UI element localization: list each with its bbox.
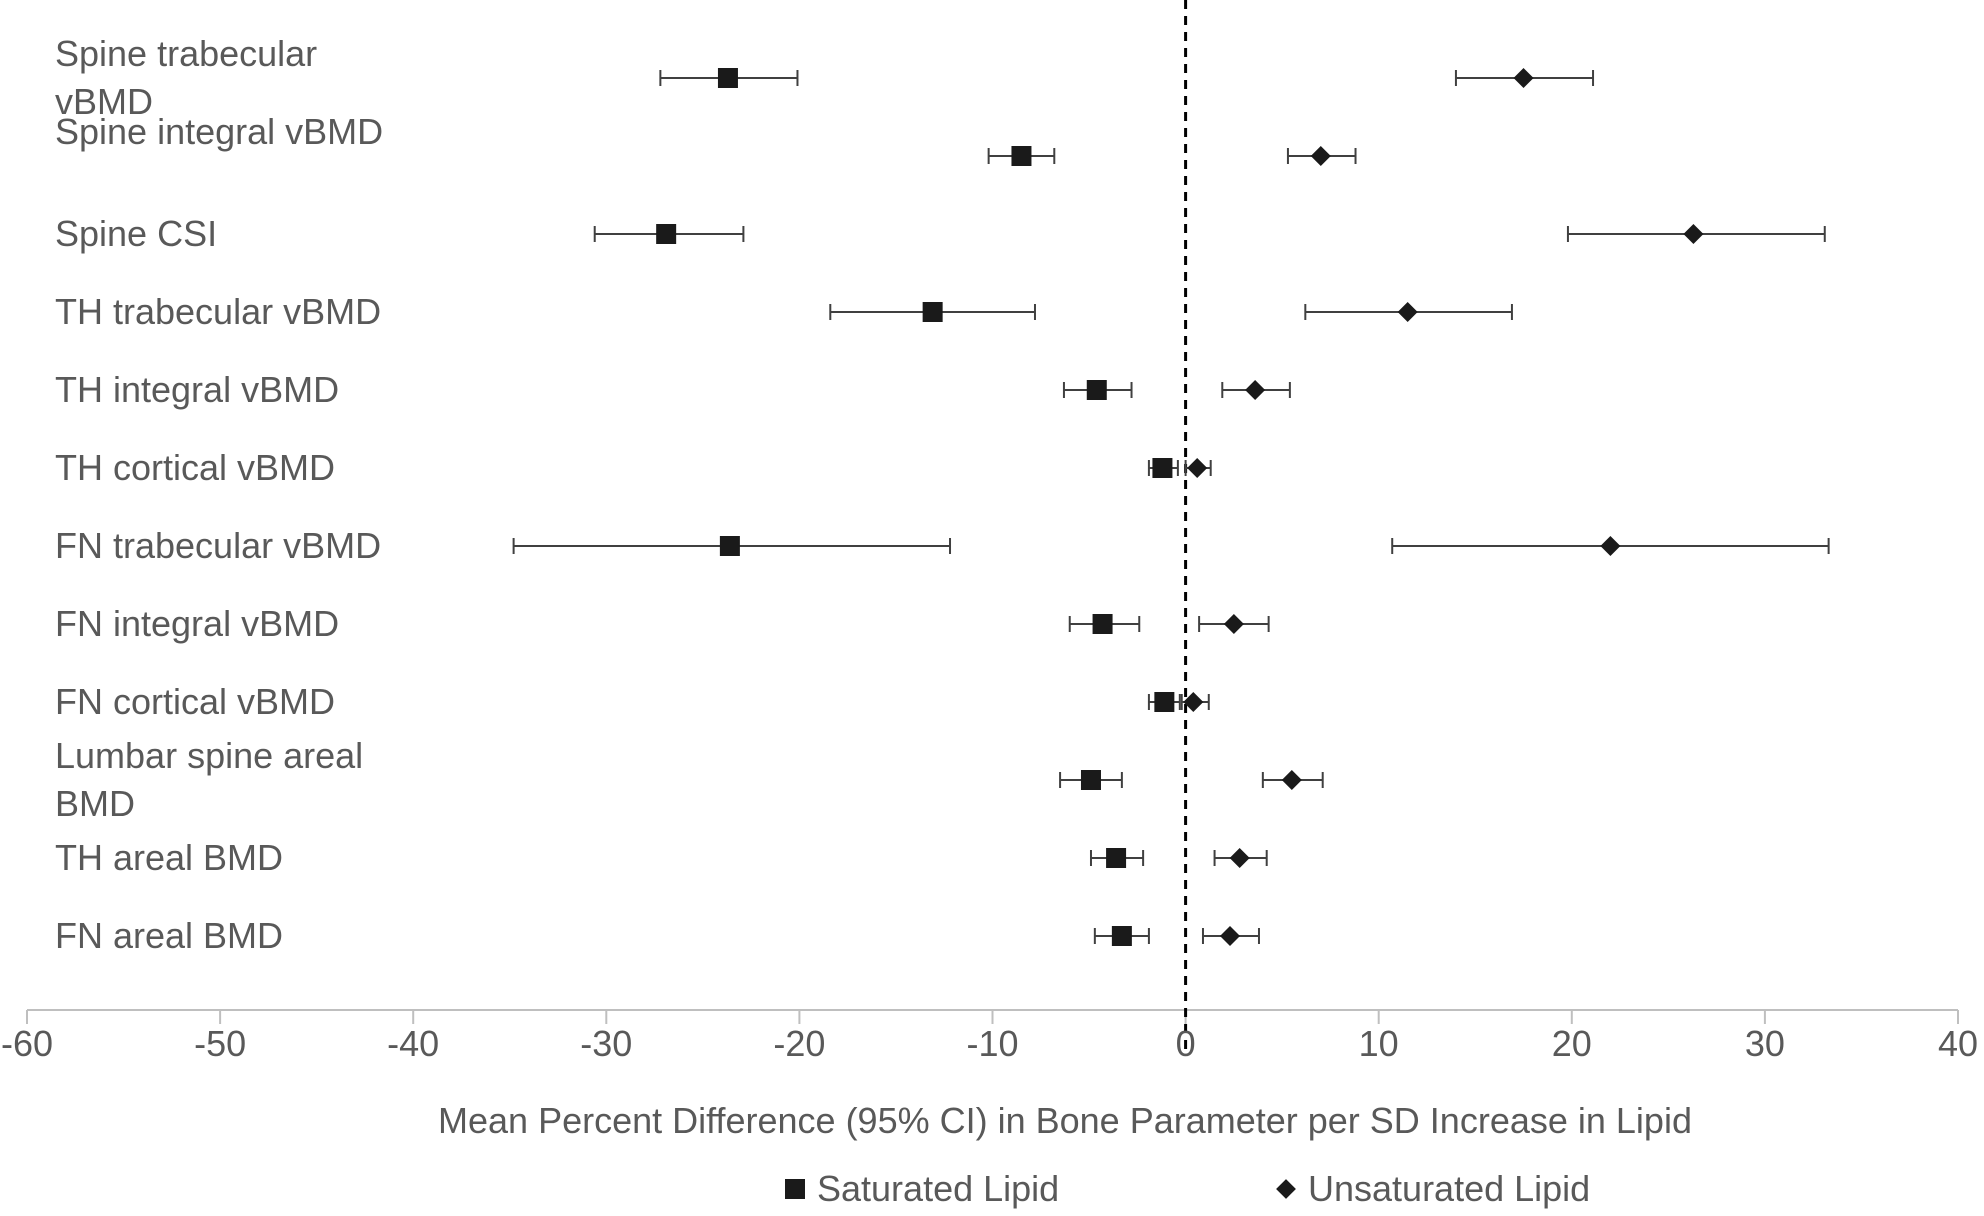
category-label: Lumbar spine areal BMD [55,735,364,824]
point-unsaturated [1281,770,1302,790]
point-saturated [1080,770,1101,790]
category-label: TH areal BMD [55,837,284,878]
x-tick-label: -20 [773,1023,826,1064]
category-label: Spine integral vBMD [55,111,384,152]
point-saturated [717,68,738,88]
x-tick-label: -30 [580,1023,633,1064]
point-saturated [656,224,677,244]
category-label: TH integral vBMD [55,369,340,410]
point-saturated [1111,926,1132,946]
category-label: FN areal BMD [55,915,284,956]
x-tick-label: -40 [387,1023,440,1064]
point-saturated [1092,614,1113,634]
legend-item-unsaturated: Unsaturated Lipid [1276,1168,1590,1210]
x-axis-title: Mean Percent Difference (95% CI) in Bone… [438,1100,1692,1141]
point-unsaturated [1220,926,1241,946]
point-saturated [1106,848,1127,868]
point-unsaturated [1513,68,1534,88]
category-label: TH cortical vBMD [55,447,336,488]
category-label: FN integral vBMD [55,603,340,644]
legend-item-saturated: Saturated Lipid [785,1168,1059,1210]
point-unsaturated [1223,614,1244,634]
point-unsaturated [1187,458,1208,478]
category-label: FN trabecular vBMD [55,525,382,566]
point-saturated [1154,692,1175,712]
x-tick-label: -50 [194,1023,247,1064]
category-label: Spine CSI [55,213,218,254]
point-saturated [1152,458,1173,478]
x-tick-label: 40 [1937,1023,1979,1064]
point-unsaturated [1397,302,1418,322]
category-label: TH trabecular vBMD [55,291,382,332]
x-tick-label: 20 [1551,1023,1592,1064]
legend-label-saturated: Saturated Lipid [817,1168,1060,1209]
x-tick-label: 30 [1744,1023,1785,1064]
category-label: FN cortical vBMD [55,681,336,722]
diamond-marker-icon [1276,1179,1296,1199]
point-unsaturated [1600,536,1621,556]
legend-label-unsaturated: Unsaturated Lipid [1308,1168,1591,1209]
legend: Saturated Lipid Unsaturated Lipid [0,1168,1984,1216]
point-unsaturated [1245,380,1266,400]
x-tick-label: 10 [1358,1023,1399,1064]
square-marker-icon [785,1179,805,1199]
x-tick-label: -60 [0,1023,54,1064]
point-unsaturated [1183,692,1204,712]
category-label: Spine trabecular vBMD [55,33,318,122]
x-tick-label: 0 [1175,1023,1196,1064]
point-saturated [719,536,740,556]
x-tick-label: -10 [966,1023,1019,1064]
point-unsaturated [1683,224,1704,244]
point-saturated [1086,380,1107,400]
point-unsaturated [1310,146,1331,166]
point-unsaturated [1229,848,1250,868]
point-saturated [922,302,943,322]
point-saturated [1011,146,1032,166]
